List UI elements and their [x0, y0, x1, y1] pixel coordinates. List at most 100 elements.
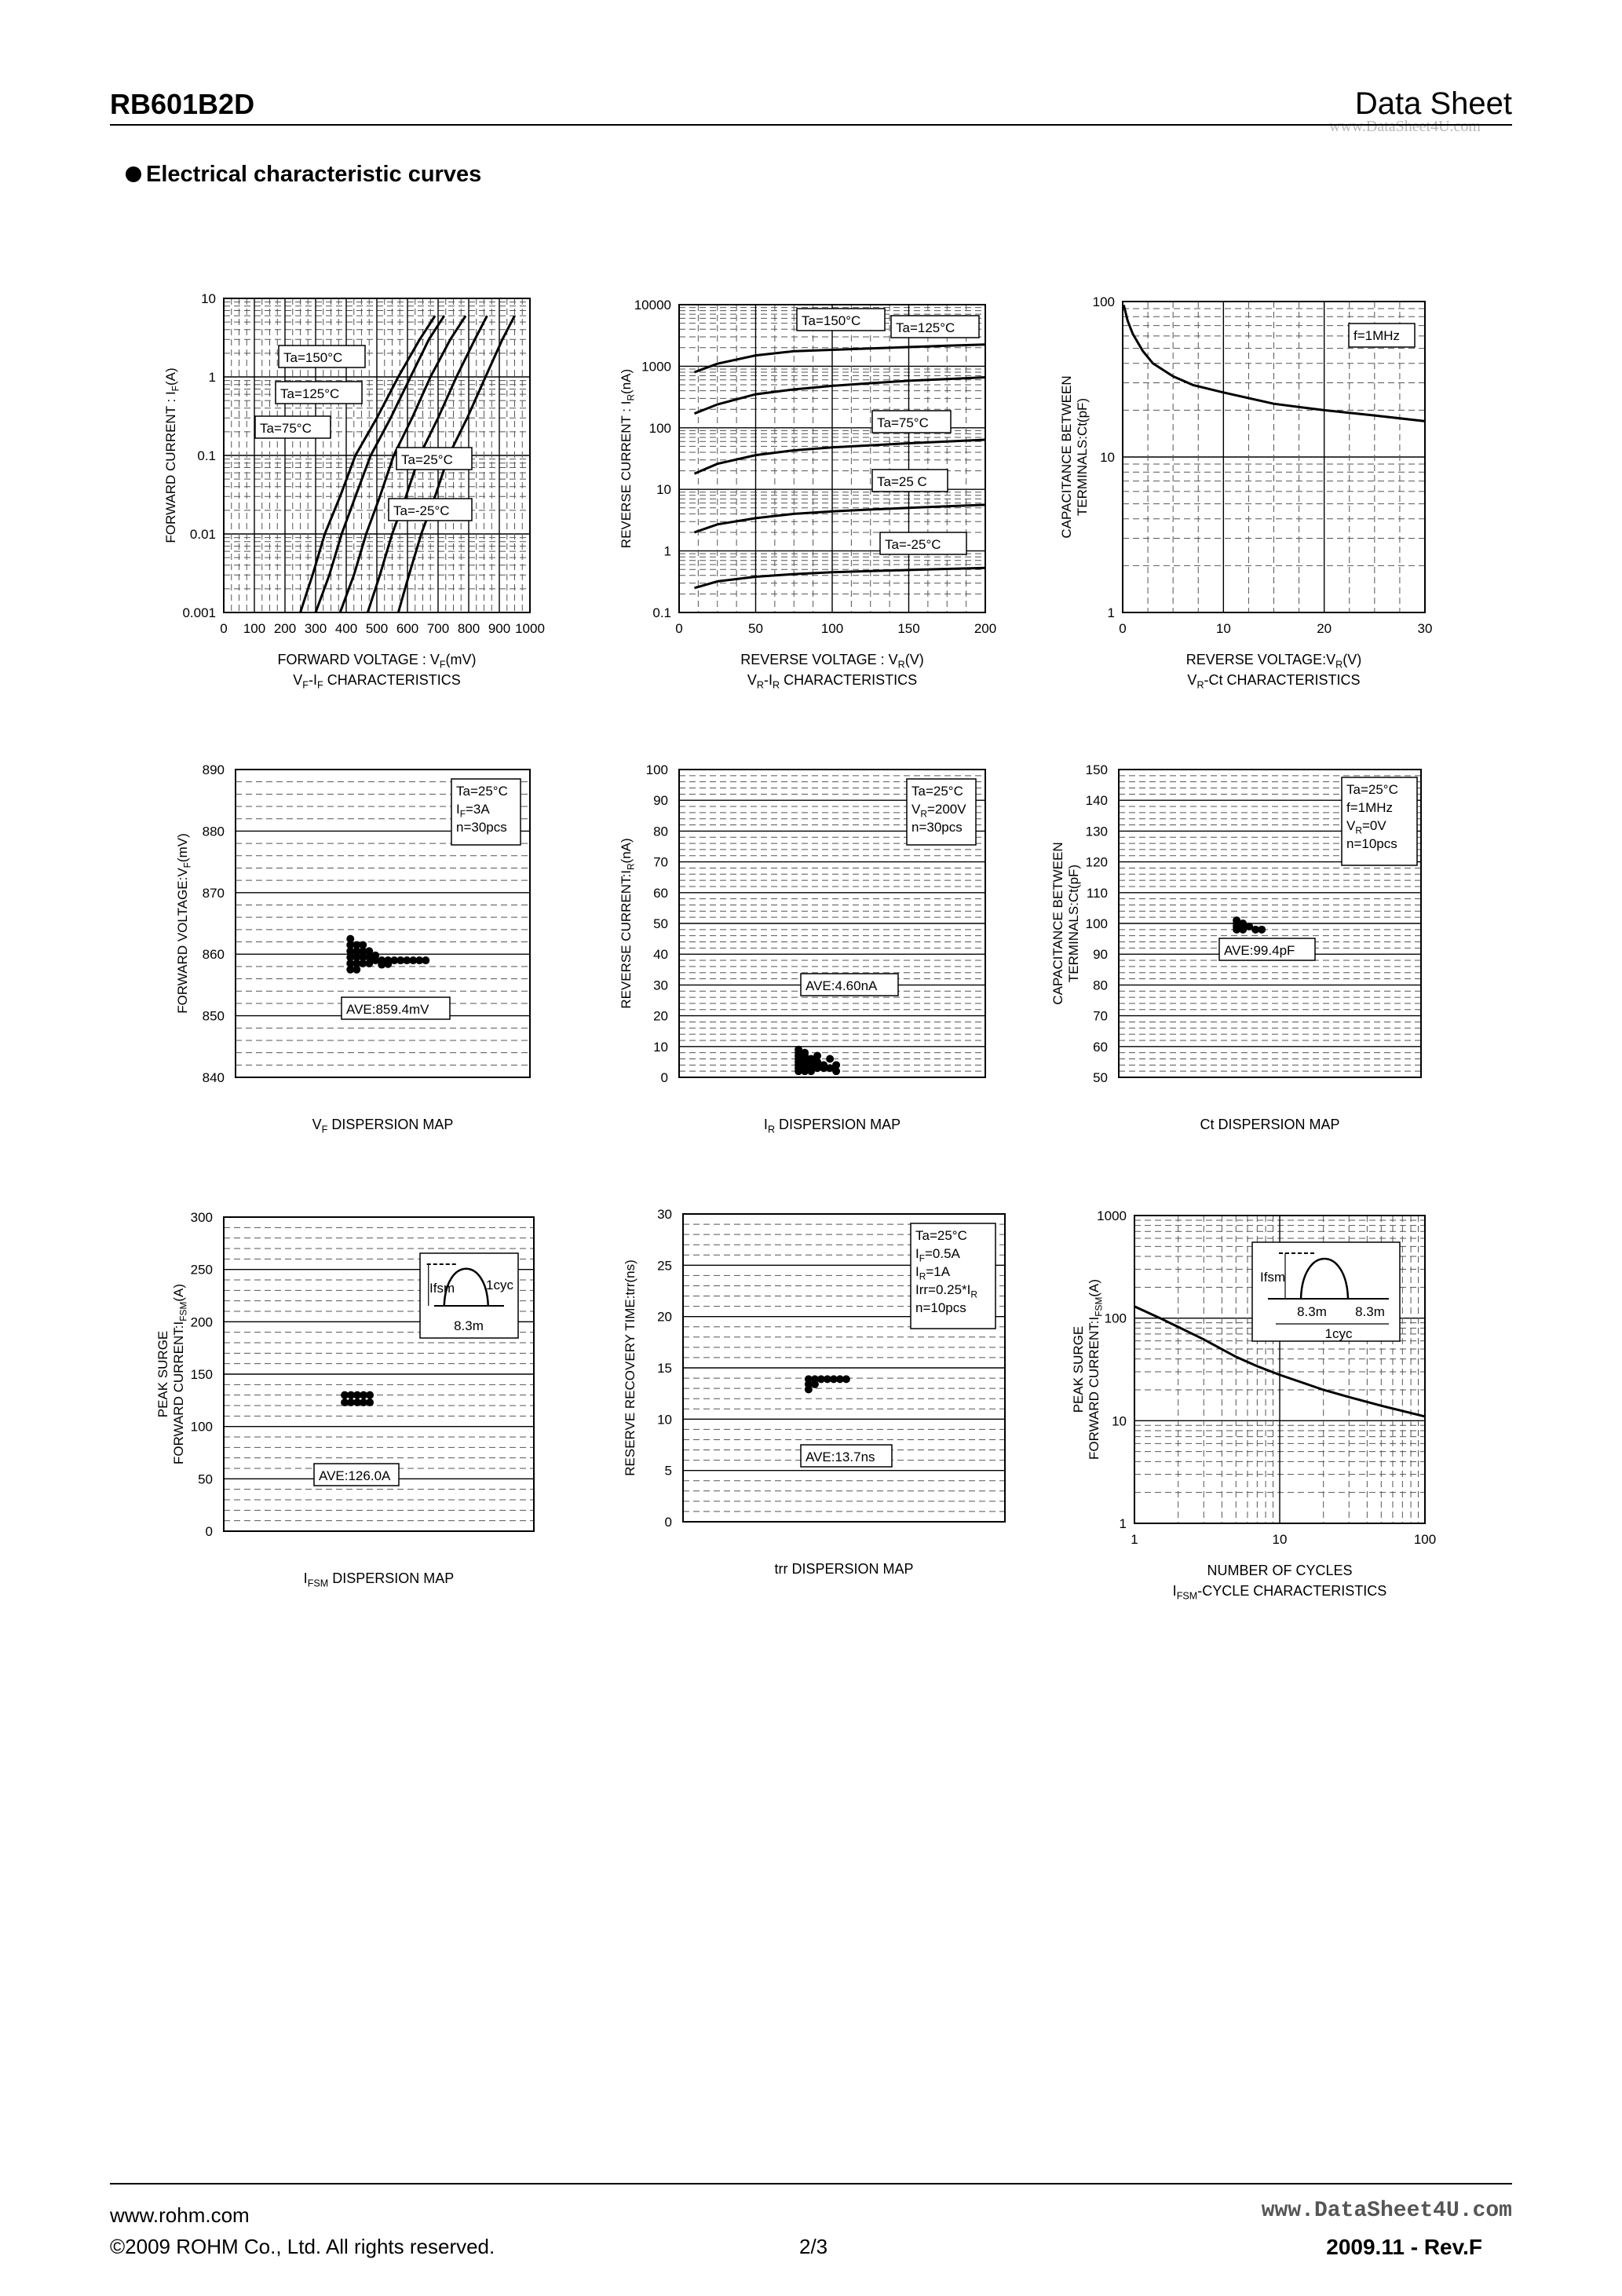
- chart-vf-if: 0 100 200 300 400 500 600 700 800 900 1000 0.001 0.0…: [163, 291, 545, 691]
- condition-label-text: Ta=25°C: [456, 784, 508, 799]
- data-point: [359, 947, 367, 956]
- average-label-box: [341, 996, 451, 1020]
- page-number: 2/3: [799, 2235, 828, 2258]
- x-tick-label: 150: [897, 621, 919, 636]
- y-tick-label: 10: [653, 1040, 668, 1055]
- x-tick-label: 200: [974, 621, 996, 636]
- y-tick-label: 60: [653, 886, 668, 901]
- chart-ifsm-dispersion: 0 50 100 150 200 250 300 PEAK SURGE FORWARD CURR…: [155, 1210, 535, 1589]
- y-tick-label: 70: [653, 855, 668, 870]
- x-axis-label: REVERSE VOLTAGE:VR(V): [1186, 652, 1362, 671]
- y-axis-label: CAPACITANCE BETWEEN: [1050, 842, 1065, 1004]
- series-label-box: [871, 410, 952, 433]
- x-tick-label: 0: [675, 621, 682, 636]
- y-tick-label: 0: [661, 1070, 668, 1085]
- data-point: [835, 1375, 844, 1384]
- inset-label: 8.3m: [1297, 1304, 1327, 1319]
- x-tick-label: 100: [1414, 1532, 1436, 1547]
- y-tick-label: 10: [201, 291, 216, 306]
- chart-vr-ct: 0 10 20 30 1 10 100 REVERSE VOLTAGE:VR(V)VR-Ct …: [1059, 294, 1432, 691]
- data-point: [366, 1398, 374, 1406]
- series-label-text: Ta=75°C: [260, 421, 312, 436]
- y-tick-label: 1: [664, 544, 671, 559]
- data-point: [378, 960, 386, 969]
- y-tick-label: 1: [1120, 1516, 1127, 1531]
- condition-label-text: Ta=25°C: [915, 1228, 967, 1243]
- data-point: [346, 947, 355, 956]
- x-tick-label: 500: [366, 621, 388, 636]
- y-tick-label: 100: [646, 762, 668, 777]
- data-point: [347, 1391, 356, 1399]
- y-tick-label: 850: [203, 1009, 225, 1024]
- data-point: [346, 965, 355, 974]
- series-label-box: [796, 308, 886, 331]
- y-tick-label: 20: [653, 1009, 668, 1024]
- y-axis-label: RESERVE RECOVERY TIME:trr(ns): [623, 1260, 637, 1476]
- plot-frame: [235, 769, 531, 1078]
- x-axis-label: FORWARD VOLTAGE : VF(mV): [277, 652, 476, 671]
- y-tick-label: 10: [1112, 1413, 1127, 1428]
- data-point: [384, 960, 393, 968]
- chart-title: Ct DISPERSION MAP: [1200, 1117, 1339, 1132]
- data-point: [359, 953, 367, 962]
- y-tick-label: 60: [1093, 1040, 1108, 1055]
- data-point: [360, 1391, 368, 1399]
- series-label-box: [254, 415, 331, 439]
- series-line: [694, 566, 986, 590]
- series-label-text: Ta=125°C: [896, 320, 955, 335]
- y-tick-label: 100: [1086, 916, 1108, 931]
- chart-title: VF-IF CHARACTERISTICS: [293, 672, 460, 691]
- data-point: [826, 1064, 835, 1073]
- series-line: [694, 503, 986, 534]
- average-label-text: AVE:859.4mV: [346, 1002, 429, 1017]
- inset-label: Ifsm: [1260, 1270, 1285, 1285]
- inset-label: 1cyc: [486, 1278, 513, 1292]
- data-point: [816, 1375, 825, 1384]
- average-label-box: [800, 973, 899, 996]
- y-axis-label: CAPACITANCE BETWEEN: [1059, 375, 1074, 538]
- data-point: [353, 1398, 362, 1406]
- y-tick-label: 100: [649, 421, 671, 436]
- series-label-text: Ta=75°C: [877, 415, 929, 430]
- series-line: [693, 376, 986, 415]
- footer-rule: [110, 2183, 1512, 2184]
- y-axis-label: REVERSE CURRENT:IR(nA): [619, 838, 636, 1008]
- data-point: [353, 947, 361, 956]
- data-point: [829, 1375, 838, 1384]
- footer-watermark: www.DataSheet4U.com: [1261, 2199, 1512, 2223]
- data-point: [1251, 925, 1260, 934]
- data-point: [1245, 922, 1254, 930]
- y-tick-label: 80: [1093, 978, 1108, 993]
- pulse-waveform: [443, 1267, 489, 1307]
- data-point: [347, 1398, 356, 1406]
- x-tick-label: 100: [243, 621, 265, 636]
- y-axis-label: TERMINALS:Ct(pF): [1075, 398, 1090, 516]
- data-point: [341, 1398, 349, 1406]
- condition-label-text: VR=200V: [911, 802, 966, 819]
- x-tick-label: 1: [1131, 1532, 1138, 1547]
- y-tick-label: 130: [1086, 824, 1108, 839]
- y-tick-label: 90: [653, 793, 668, 808]
- x-tick-label: 0: [220, 621, 227, 636]
- y-tick-label: 80: [653, 824, 668, 839]
- y-tick-label: 840: [203, 1070, 225, 1085]
- data-point: [360, 1398, 368, 1406]
- average-label-box: [800, 1444, 893, 1468]
- data-point: [365, 953, 374, 962]
- series-label-box: [879, 532, 967, 555]
- chart-ct-dispersion: 50 60 70 80 90 100 110 120 130 140 150 CAPACITANCE …: [1050, 762, 1422, 1132]
- y-tick-label: 50: [653, 916, 668, 931]
- average-label-box: [1218, 938, 1316, 961]
- bullet-icon: [126, 166, 141, 182]
- average-label-text: AVE:126.0A: [319, 1468, 391, 1483]
- footer-url[interactable]: www.rohm.com: [110, 2203, 250, 2227]
- data-point: [1258, 925, 1266, 934]
- pulse-waveform: [1299, 1257, 1350, 1300]
- pulse-inset: [1251, 1241, 1401, 1342]
- part-number: RB601B2D: [110, 88, 255, 120]
- y-tick-label: 10: [657, 1412, 672, 1427]
- document-type: Data Sheet: [1354, 86, 1512, 121]
- y-tick-label: 1000: [1097, 1208, 1127, 1223]
- chart-title: IR DISPERSION MAP: [764, 1117, 901, 1135]
- series-label-text: Ta=25 C: [877, 474, 927, 489]
